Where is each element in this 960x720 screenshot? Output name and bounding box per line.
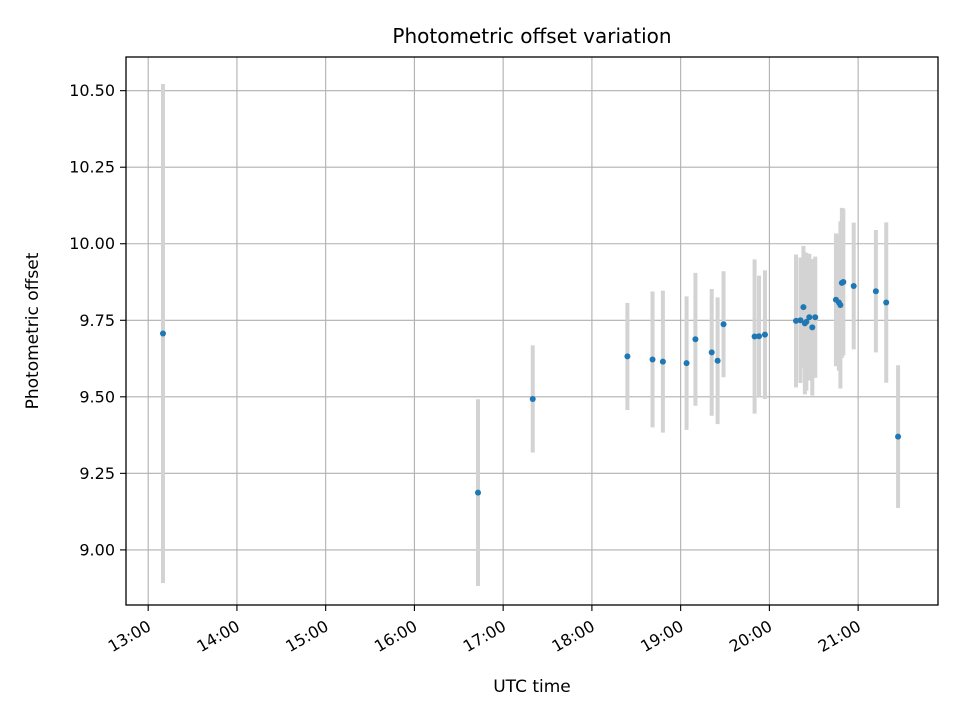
data-point-9: [714, 357, 721, 364]
x-tick-label-6: 19:00: [637, 616, 686, 656]
data-point-29: [883, 299, 890, 306]
data-point-18: [803, 318, 810, 325]
plot-frame: [125, 56, 939, 606]
y-tick-label-4: 10.00: [69, 234, 115, 253]
x-tick-label-7: 20:00: [726, 616, 775, 656]
y-tick-label-5: 10.25: [69, 158, 115, 177]
y-tick-label-1: 9.25: [79, 464, 115, 483]
data-point-30: [895, 433, 902, 440]
x-tick-label-3: 16:00: [371, 616, 420, 656]
x-tick-label-4: 17:00: [460, 616, 509, 656]
data-point-1: [475, 489, 482, 496]
data-point-27: [850, 282, 857, 289]
data-point-2: [529, 395, 536, 402]
data-point-3: [624, 353, 631, 360]
y-axis-label: Photometric offset: [23, 252, 43, 409]
x-tick-label-8: 21:00: [815, 616, 864, 656]
data-point-11: [751, 333, 758, 340]
data-point-8: [708, 349, 715, 356]
chart-title: Photometric offset variation: [392, 24, 671, 48]
x-tick-label-1: 14:00: [193, 616, 242, 656]
data-point-7: [692, 336, 699, 343]
y-tick-label-2: 9.50: [79, 387, 115, 406]
x-tick-label-2: 15:00: [282, 616, 331, 656]
data-point-10: [720, 321, 727, 328]
data-markers: [159, 279, 902, 496]
x-axis-ticks: 13:00 14:00 15:00 16:00 17:00 18:00 19:00 20:00…: [105, 605, 864, 656]
data-point-15: [797, 317, 804, 324]
x-tick-label-5: 18:00: [548, 616, 597, 656]
data-point-19: [806, 314, 813, 321]
data-point-5: [659, 358, 666, 365]
data-point-26: [840, 279, 847, 286]
y-tick-label-0: 9.00: [79, 540, 115, 559]
data-point-16: [800, 304, 807, 311]
x-tick-label-0: 13:00: [105, 616, 154, 656]
data-point-24: [837, 301, 844, 308]
data-point-20: [809, 324, 816, 331]
data-point-13: [761, 331, 768, 338]
data-point-14: [793, 317, 800, 324]
y-axis-ticks: 9.00 9.25 9.50 9.75 10.00 10.25 10.50: [69, 81, 126, 559]
y-tick-label-6: 10.50: [69, 81, 115, 100]
error-bars: [160, 83, 901, 587]
data-point-0: [159, 330, 166, 337]
data-point-6: [683, 360, 690, 367]
data-point-12: [756, 333, 763, 340]
data-point-28: [872, 288, 879, 295]
data-point-21: [812, 314, 819, 321]
x-axis-label: UTC time: [493, 677, 571, 697]
y-tick-label-3: 9.75: [79, 311, 115, 330]
data-point-4: [649, 356, 656, 363]
